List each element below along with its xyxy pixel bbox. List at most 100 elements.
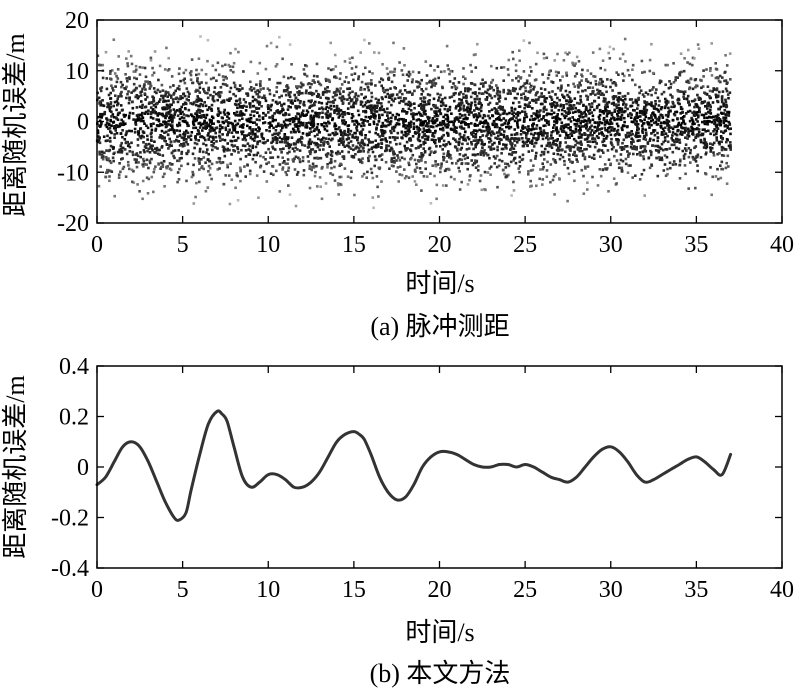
scatter-point [403, 157, 406, 161]
scatter-point [171, 120, 174, 124]
scatter-point [411, 92, 414, 95]
scatter-point [389, 129, 392, 133]
scatter-point [329, 172, 332, 175]
scatter-point [455, 140, 458, 144]
scatter-point [448, 142, 452, 146]
scatter-point [446, 109, 449, 113]
scatter-point [642, 113, 645, 116]
scatter-point [418, 155, 422, 159]
scatter-point [425, 175, 429, 178]
scatter-point [517, 101, 521, 104]
scatter-point [430, 150, 433, 153]
scatter-point [542, 129, 546, 132]
scatter-point [128, 77, 131, 81]
scatter-point [632, 146, 635, 150]
scatter-point [215, 79, 218, 82]
scatter-point [203, 101, 206, 104]
scatter-point [386, 114, 389, 117]
scatter-point [310, 130, 313, 133]
scatter-point [630, 120, 634, 124]
scatter-point [255, 153, 258, 157]
scatter-point [695, 103, 698, 106]
scatter-point [326, 163, 329, 166]
scatter-point [427, 128, 431, 131]
scatter-point [558, 134, 562, 137]
scatter-point [344, 133, 348, 136]
scatter-point [530, 114, 533, 118]
scatter-point [705, 143, 709, 146]
scatter-point [458, 125, 462, 129]
scatter-point [422, 108, 426, 112]
scatter-point [284, 118, 288, 122]
scatter-point [557, 146, 560, 150]
scatter-point [650, 114, 653, 117]
scatter-point [114, 85, 117, 88]
scatter-point [327, 142, 330, 145]
scatter-point [582, 192, 586, 195]
scatter-point [665, 155, 669, 159]
scatter-point [606, 101, 609, 105]
scatter-point [428, 81, 431, 84]
scatter-point [106, 118, 109, 122]
scatter-point [589, 126, 592, 129]
scatter-point [183, 131, 187, 135]
scatter-point [144, 105, 148, 109]
scatter-point [708, 95, 711, 98]
scatter-point [341, 155, 345, 158]
scatter-point [599, 174, 603, 178]
scatter-point [395, 170, 398, 173]
scatter-point [640, 173, 644, 176]
scatter-point [374, 97, 378, 101]
scatter-point [431, 134, 434, 137]
scatter-point [296, 170, 300, 174]
scatter-point [416, 86, 419, 89]
scatter-point [325, 90, 328, 94]
scatter-point [534, 157, 537, 160]
scatter-point [171, 126, 174, 129]
scatter-point [158, 153, 161, 156]
scatter-point [206, 92, 209, 95]
scatter-point [555, 139, 559, 143]
scatter-point [645, 133, 648, 137]
scatter-point [710, 193, 713, 197]
scatter-point [309, 114, 313, 117]
scatter-point [244, 100, 247, 104]
scatter-point [211, 96, 215, 99]
scatter-point [308, 106, 311, 109]
scatter-point [540, 118, 543, 121]
scatter-point [176, 171, 180, 174]
scatter-point [377, 145, 380, 148]
scatter-point [462, 82, 465, 86]
scatter-point [424, 124, 428, 128]
scatter-point [683, 164, 687, 167]
scatter-point [371, 106, 375, 109]
scatter-point [549, 137, 552, 140]
scatter-point [248, 144, 251, 148]
scatter-point [488, 129, 491, 133]
scatter-point [312, 74, 316, 78]
scatter-point [624, 60, 627, 63]
scatter-point [221, 161, 225, 164]
scatter-point [579, 100, 583, 104]
scatter-point [430, 125, 434, 128]
scatter-point [238, 97, 242, 101]
scatter-point [588, 140, 592, 143]
scatter-point [493, 95, 497, 98]
scatter-point [499, 108, 502, 111]
scatter-point [498, 96, 502, 99]
scatter-point [708, 115, 711, 119]
scatter-point [547, 73, 551, 77]
scatter-point [355, 129, 359, 132]
scatter-point [211, 122, 214, 125]
scatter-point [588, 133, 592, 137]
scatter-point [462, 67, 465, 70]
scatter-point [271, 137, 275, 140]
scatter-point [442, 156, 446, 159]
scatter-point [567, 134, 570, 137]
scatter-point [701, 133, 704, 136]
scatter-point [712, 130, 715, 133]
scatter-point [700, 113, 704, 117]
scatter-point [393, 136, 397, 139]
scatter-point [153, 50, 157, 53]
scatter-point [621, 159, 625, 163]
